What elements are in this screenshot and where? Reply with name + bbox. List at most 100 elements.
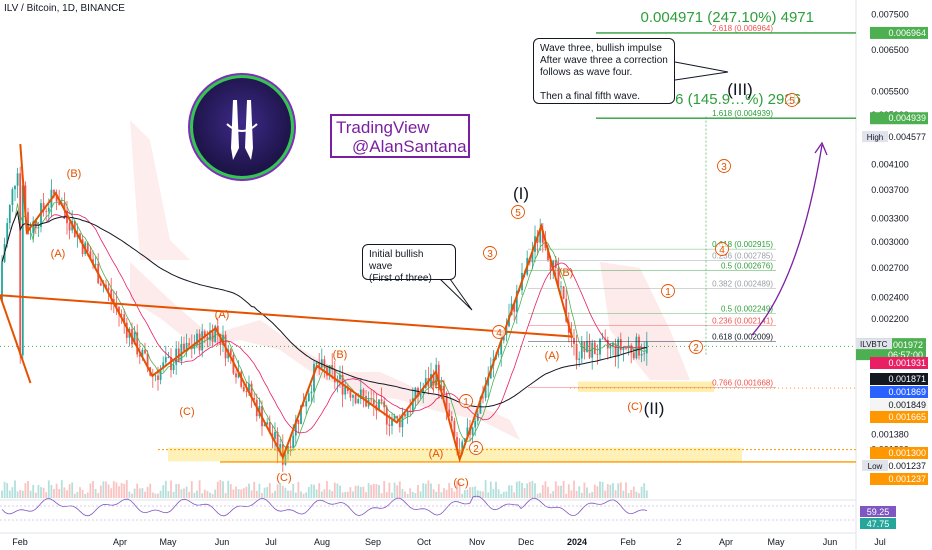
volume-bar	[216, 481, 219, 498]
candle-body	[596, 354, 599, 355]
volume-bar	[339, 485, 341, 498]
candle-body	[110, 289, 113, 300]
volume-bar	[632, 486, 635, 498]
volume-bar	[463, 489, 466, 498]
volume-bar	[479, 491, 482, 498]
volume-bar	[596, 486, 599, 498]
volume-bar	[409, 488, 412, 498]
wave-label-circle	[511, 205, 525, 219]
fib-level-label: 2.618 (0.006964)	[712, 24, 773, 33]
candle-body	[643, 353, 646, 355]
volume-bar	[476, 490, 479, 498]
volume-bar	[261, 493, 263, 498]
candle-body	[315, 362, 318, 364]
price-badge-value: 0.001931	[888, 358, 926, 368]
volume-bar	[227, 480, 230, 498]
volume-bar	[502, 491, 505, 498]
volume-bar	[643, 483, 646, 498]
elliott-wave-path	[0, 144, 574, 463]
time-axis-tick: Aug	[314, 537, 330, 547]
rsi-value-label: 47.75	[867, 519, 890, 529]
volume-bar	[253, 481, 256, 498]
time-axis-tick: Jul	[874, 537, 886, 547]
volume-bar	[294, 492, 297, 498]
volume-bar	[154, 493, 157, 498]
candle-body	[417, 387, 419, 397]
volume-bar	[378, 485, 380, 498]
volume-bar	[518, 481, 521, 498]
price-badge-value: 0.001300	[888, 448, 926, 458]
volume-bar	[250, 490, 253, 498]
volume-bar	[552, 491, 555, 498]
candle-body	[450, 416, 453, 421]
price-axis-tick: 0.002700	[871, 263, 909, 273]
candle-body	[68, 223, 71, 231]
volume-bar	[14, 480, 16, 498]
volume-bar	[638, 493, 640, 498]
volume-bar	[614, 490, 617, 498]
volume-bar	[245, 486, 248, 498]
volume-bar	[255, 490, 258, 498]
time-axis-tick: Apr	[719, 537, 733, 547]
volume-bar	[193, 492, 196, 498]
volume-bar	[422, 483, 425, 498]
volume-bar	[367, 482, 370, 498]
volume-bar	[16, 491, 19, 498]
candle-body	[63, 202, 66, 211]
volume-bar	[357, 485, 360, 498]
volume-bar	[313, 484, 315, 498]
candle-body	[562, 286, 565, 299]
volume-bar	[526, 483, 529, 498]
volume-bar	[58, 488, 61, 498]
wave-three-note-line: follows as wave four.	[540, 67, 633, 78]
major-wave-label: (II)	[644, 399, 665, 418]
price-badge-countdown: 06:57:00	[888, 350, 923, 360]
volume-bar	[248, 483, 250, 498]
candle-body	[201, 331, 204, 351]
volume-bar	[557, 485, 560, 498]
candle-body	[24, 185, 27, 213]
volume-bar	[635, 491, 638, 498]
candle-body	[352, 395, 354, 398]
wave-count-label: 1	[665, 287, 671, 298]
candle-body	[81, 239, 84, 255]
candle-body	[398, 418, 401, 428]
candle-body	[274, 431, 276, 439]
volume-bar	[333, 482, 336, 498]
initial-wave-note-line: Initial bullish wave	[369, 249, 424, 272]
wave-count-label: 3	[487, 249, 493, 260]
volume-bar	[443, 488, 445, 498]
candle-body	[196, 333, 198, 346]
wave-label-circle	[785, 93, 799, 107]
price-axis-tick: 0.003700	[871, 185, 909, 195]
volume-bar	[432, 489, 435, 498]
price-badge	[870, 357, 928, 369]
candle-body	[557, 267, 560, 287]
volume-bar	[305, 492, 308, 498]
price-badge-value: 0.004577	[888, 132, 926, 142]
candle-body	[622, 347, 625, 351]
candle-body	[625, 347, 627, 349]
major-wave-label: (I)	[513, 184, 529, 203]
candle-body	[297, 419, 300, 425]
volume-bar	[583, 482, 586, 498]
candle-body	[601, 338, 604, 340]
candle-body	[606, 339, 609, 349]
candle-body	[144, 349, 146, 354]
candle-body	[248, 383, 250, 392]
wave-count-label: (A)	[215, 309, 230, 321]
volume-bar	[115, 482, 118, 498]
volume-bar	[513, 492, 516, 498]
candle-body	[268, 422, 271, 434]
volume-bar	[359, 486, 362, 498]
candle-body	[11, 189, 14, 206]
candle-body	[211, 330, 214, 342]
wave-count-label: 4	[719, 245, 725, 256]
candle-body	[193, 345, 196, 349]
price-badge-value: 0.001237	[888, 461, 926, 471]
candle-body	[118, 306, 120, 315]
volume-bar	[601, 482, 604, 498]
volume-bar	[435, 491, 438, 498]
price-badge-value: 0.001869	[888, 387, 926, 397]
